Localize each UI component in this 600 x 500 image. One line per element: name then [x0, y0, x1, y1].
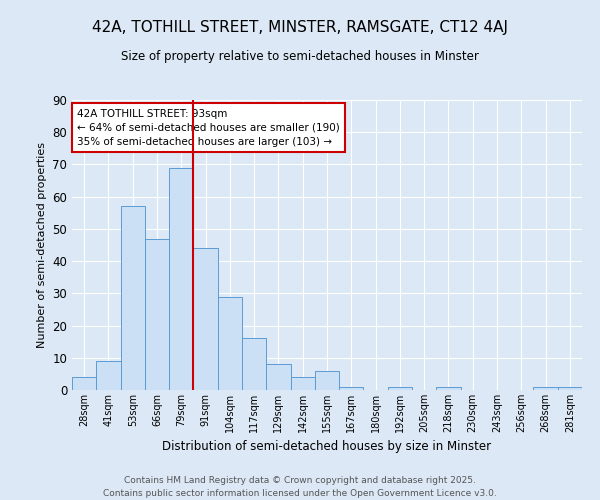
Bar: [169, 168, 193, 390]
Bar: [388, 387, 412, 390]
Bar: [533, 387, 558, 390]
Bar: [266, 364, 290, 390]
Bar: [558, 387, 582, 390]
Bar: [436, 387, 461, 390]
Bar: [121, 206, 145, 390]
Text: Contains public sector information licensed under the Open Government Licence v3: Contains public sector information licen…: [103, 488, 497, 498]
Bar: [145, 238, 169, 390]
Text: Size of property relative to semi-detached houses in Minster: Size of property relative to semi-detach…: [121, 50, 479, 63]
Bar: [290, 377, 315, 390]
Bar: [193, 248, 218, 390]
Y-axis label: Number of semi-detached properties: Number of semi-detached properties: [37, 142, 47, 348]
Bar: [315, 370, 339, 390]
Text: 42A TOTHILL STREET: 93sqm
← 64% of semi-detached houses are smaller (190)
35% of: 42A TOTHILL STREET: 93sqm ← 64% of semi-…: [77, 108, 340, 146]
X-axis label: Distribution of semi-detached houses by size in Minster: Distribution of semi-detached houses by …: [163, 440, 491, 454]
Bar: [242, 338, 266, 390]
Bar: [96, 361, 121, 390]
Text: Contains HM Land Registry data © Crown copyright and database right 2025.: Contains HM Land Registry data © Crown c…: [124, 476, 476, 485]
Bar: [218, 296, 242, 390]
Bar: [72, 377, 96, 390]
Bar: [339, 387, 364, 390]
Text: 42A, TOTHILL STREET, MINSTER, RAMSGATE, CT12 4AJ: 42A, TOTHILL STREET, MINSTER, RAMSGATE, …: [92, 20, 508, 35]
